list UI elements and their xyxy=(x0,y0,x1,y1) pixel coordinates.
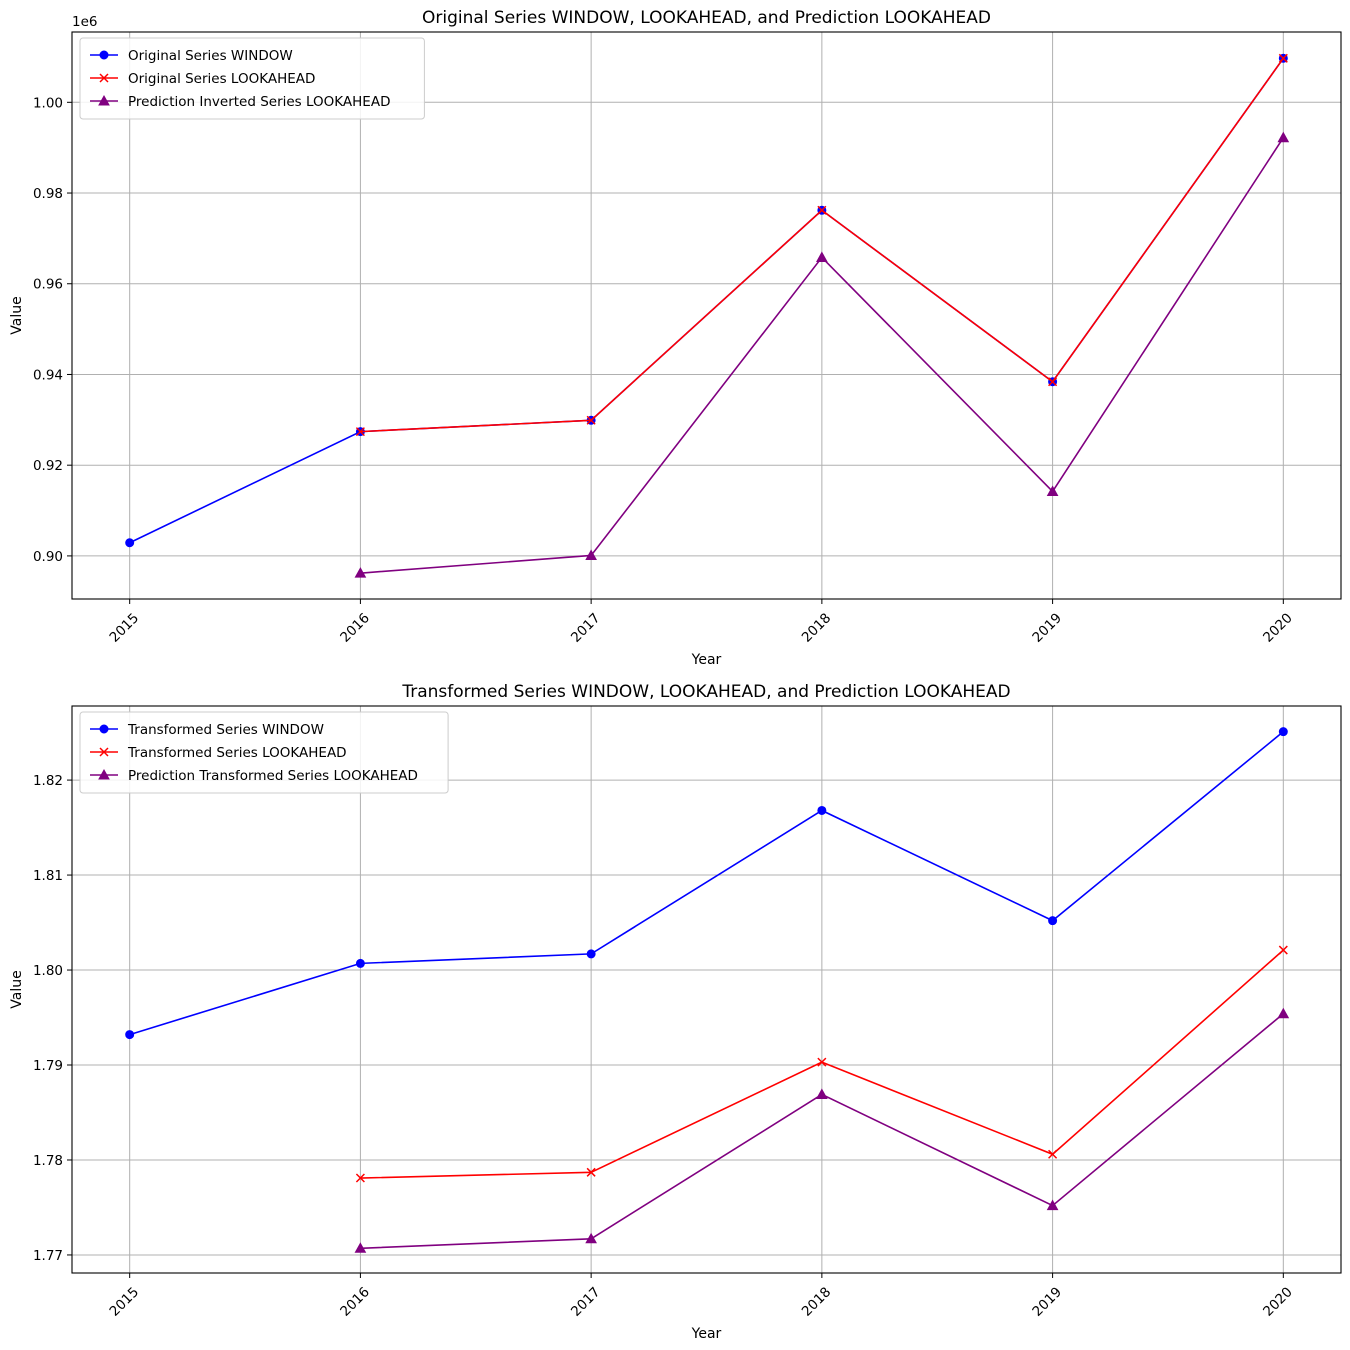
y-tick-label: 1.77 xyxy=(33,1248,63,1264)
data-point xyxy=(1048,377,1058,387)
chart-title: Original Series WINDOW, LOOKAHEAD, and P… xyxy=(422,8,991,28)
y-tick-label: 1.78 xyxy=(33,1153,63,1169)
data-point xyxy=(586,415,596,425)
data-point xyxy=(1046,485,1059,496)
data-point xyxy=(816,251,828,262)
data-point xyxy=(816,1088,828,1099)
legend-swatch-marker xyxy=(99,724,109,734)
data-point xyxy=(1277,1007,1290,1019)
data-point xyxy=(1278,727,1288,737)
y-tick-label: 0.98 xyxy=(33,186,63,202)
data-point xyxy=(354,1242,367,1253)
legend-entry: Original Series WINDOW xyxy=(128,48,293,64)
legend-swatch-marker xyxy=(99,73,109,83)
data-point xyxy=(1046,1199,1059,1211)
y-tick-label: 1.00 xyxy=(33,95,63,111)
data-point xyxy=(355,1173,365,1183)
data-point xyxy=(1048,1149,1058,1159)
legend: Original Series WINDOW Original Series LO… xyxy=(79,37,425,120)
data-point xyxy=(125,538,135,548)
y-tick-label: 0.90 xyxy=(33,549,63,565)
legend-entry: Original Series LOOKAHEAD xyxy=(128,71,315,87)
y-axis-label: Value xyxy=(9,970,25,1008)
x-axis-label: Year xyxy=(691,652,722,668)
data-point xyxy=(1278,53,1288,63)
data-point xyxy=(585,549,597,560)
data-point xyxy=(125,1030,135,1040)
legend-entry: Transformed Series WINDOW xyxy=(127,722,324,738)
data-point xyxy=(817,805,827,815)
chart-transformed-series: 1.771.781.791.801.811.82 2015 2016 2017 201… xyxy=(9,682,1342,1342)
data-point xyxy=(586,949,596,959)
chart-title: Transformed Series WINDOW, LOOKAHEAD, an… xyxy=(401,682,1010,702)
legend-swatch-marker xyxy=(99,50,109,60)
legend-entry: Transformed Series LOOKAHEAD xyxy=(127,745,347,761)
series-layer xyxy=(125,53,1290,578)
data-point xyxy=(1278,945,1288,955)
data-point xyxy=(817,1057,827,1067)
series-layer xyxy=(125,727,1290,1253)
y-tick-label: 0.94 xyxy=(33,367,63,383)
legend-swatch-marker xyxy=(98,94,110,106)
legend: Transformed Series WINDOW Transformed Ser… xyxy=(79,711,449,794)
legend-frame xyxy=(79,711,449,794)
y-tick-label: 1.82 xyxy=(33,773,63,789)
data-point xyxy=(1048,916,1058,926)
data-point xyxy=(354,567,367,578)
y-tick-label: 0.92 xyxy=(33,458,63,474)
y-tick-label: 1.79 xyxy=(33,1058,63,1074)
series-line xyxy=(129,731,1284,1036)
y-tick-label: 1.80 xyxy=(33,963,63,979)
data-point xyxy=(586,1167,596,1177)
y-tick-label: 1.81 xyxy=(33,868,63,884)
legend-frame xyxy=(79,37,425,120)
x-axis-label: Year xyxy=(691,1326,722,1342)
data-point xyxy=(355,958,365,968)
y-axis-offset-label: 1e6 xyxy=(72,14,97,30)
legend-entry: Prediction Transformed Series LOOKAHEAD xyxy=(128,768,418,784)
plot-frame xyxy=(71,31,1342,600)
y-axis-ticks: 0.90 0.92 0.94 0.96 0.98 1.00 xyxy=(33,95,72,565)
y-tick-label: 0.96 xyxy=(33,277,63,293)
legend-swatch-marker xyxy=(98,768,110,780)
legend-entry: Prediction Inverted Series LOOKAHEAD xyxy=(128,94,390,110)
plot-frame xyxy=(71,705,1342,1274)
y-axis-ticks: 1.77 1.78 1.79 1.80 1.81 1.82 xyxy=(33,773,72,1264)
y-axis-label: Value xyxy=(9,296,25,334)
legend-swatch-marker xyxy=(99,747,109,757)
data-point xyxy=(585,1232,597,1244)
data-point xyxy=(355,427,365,437)
data-point xyxy=(1277,131,1290,143)
data-point xyxy=(817,205,827,215)
